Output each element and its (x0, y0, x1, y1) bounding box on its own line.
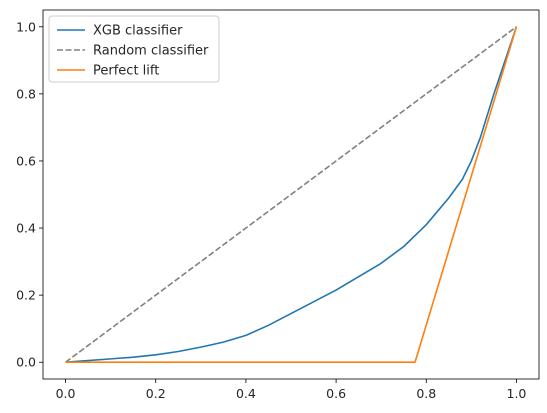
x-tick-label: 0.2 (146, 386, 166, 401)
legend-frame (48, 15, 220, 83)
x-tick-label: 0.6 (326, 386, 346, 401)
y-tick-label: 0.6 (16, 153, 36, 168)
series-line-perfect-lift (65, 26, 518, 364)
legend-label: Perfect lift (93, 64, 159, 79)
x-tick-label: 0.0 (56, 386, 76, 401)
legend-label: XGB classifier (93, 24, 183, 39)
x-axis-ticks: 0.0 0.2 0.4 0.6 0.8 1.0 (56, 379, 527, 401)
x-tick-label: 0.8 (416, 386, 436, 401)
y-tick-label: 0.4 (16, 221, 36, 236)
x-tick-label: 1.0 (507, 386, 527, 401)
series-line-xgb-classifier (65, 26, 518, 364)
x-tick-label: 0.4 (236, 386, 256, 401)
series-line-random-classifier (65, 26, 517, 363)
y-tick-label: 0.2 (16, 288, 36, 303)
series-layer (65, 26, 518, 364)
y-axis-ticks: 0.0 0.2 0.4 0.6 0.8 1.0 (16, 19, 43, 370)
y-tick-label: 0.8 (16, 86, 36, 101)
legend: XGB classifier Random classifier Perfect l… (48, 15, 220, 83)
y-tick-label: 0.0 (16, 355, 36, 370)
legend-label: Random classifier (93, 44, 209, 59)
y-tick-label: 1.0 (16, 19, 36, 34)
